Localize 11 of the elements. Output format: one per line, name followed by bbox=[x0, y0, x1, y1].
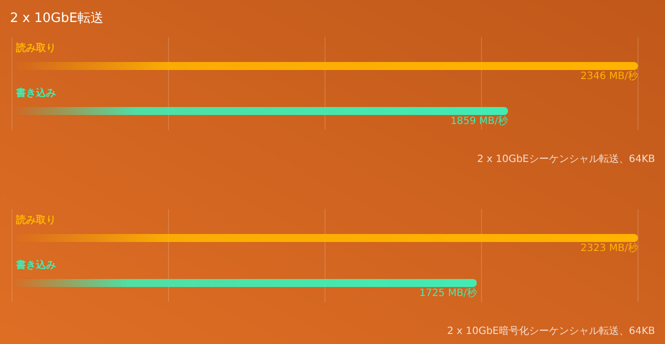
data-label: 1725 MB/秒 bbox=[419, 287, 477, 299]
y-tick-label: 読み取り bbox=[15, 214, 56, 226]
y-tick-label: 書き込み bbox=[15, 87, 56, 99]
text: 2 x 10GbEシーケンシャル転送、64KB bbox=[477, 153, 656, 165]
chart-title: 2 x 10GbE転送 bbox=[10, 11, 104, 26]
text: 2 x 10GbE暗号化シーケンシャル転送、64KB bbox=[447, 325, 656, 337]
data-label: 1859 MB/秒 bbox=[450, 115, 508, 127]
data-label: 2346 MB/秒 bbox=[580, 70, 638, 82]
y-tick-label: 読み取り bbox=[15, 42, 56, 54]
data-label: 2323 MB/秒 bbox=[580, 242, 638, 254]
y-tick-label: 書き込み bbox=[15, 259, 56, 271]
